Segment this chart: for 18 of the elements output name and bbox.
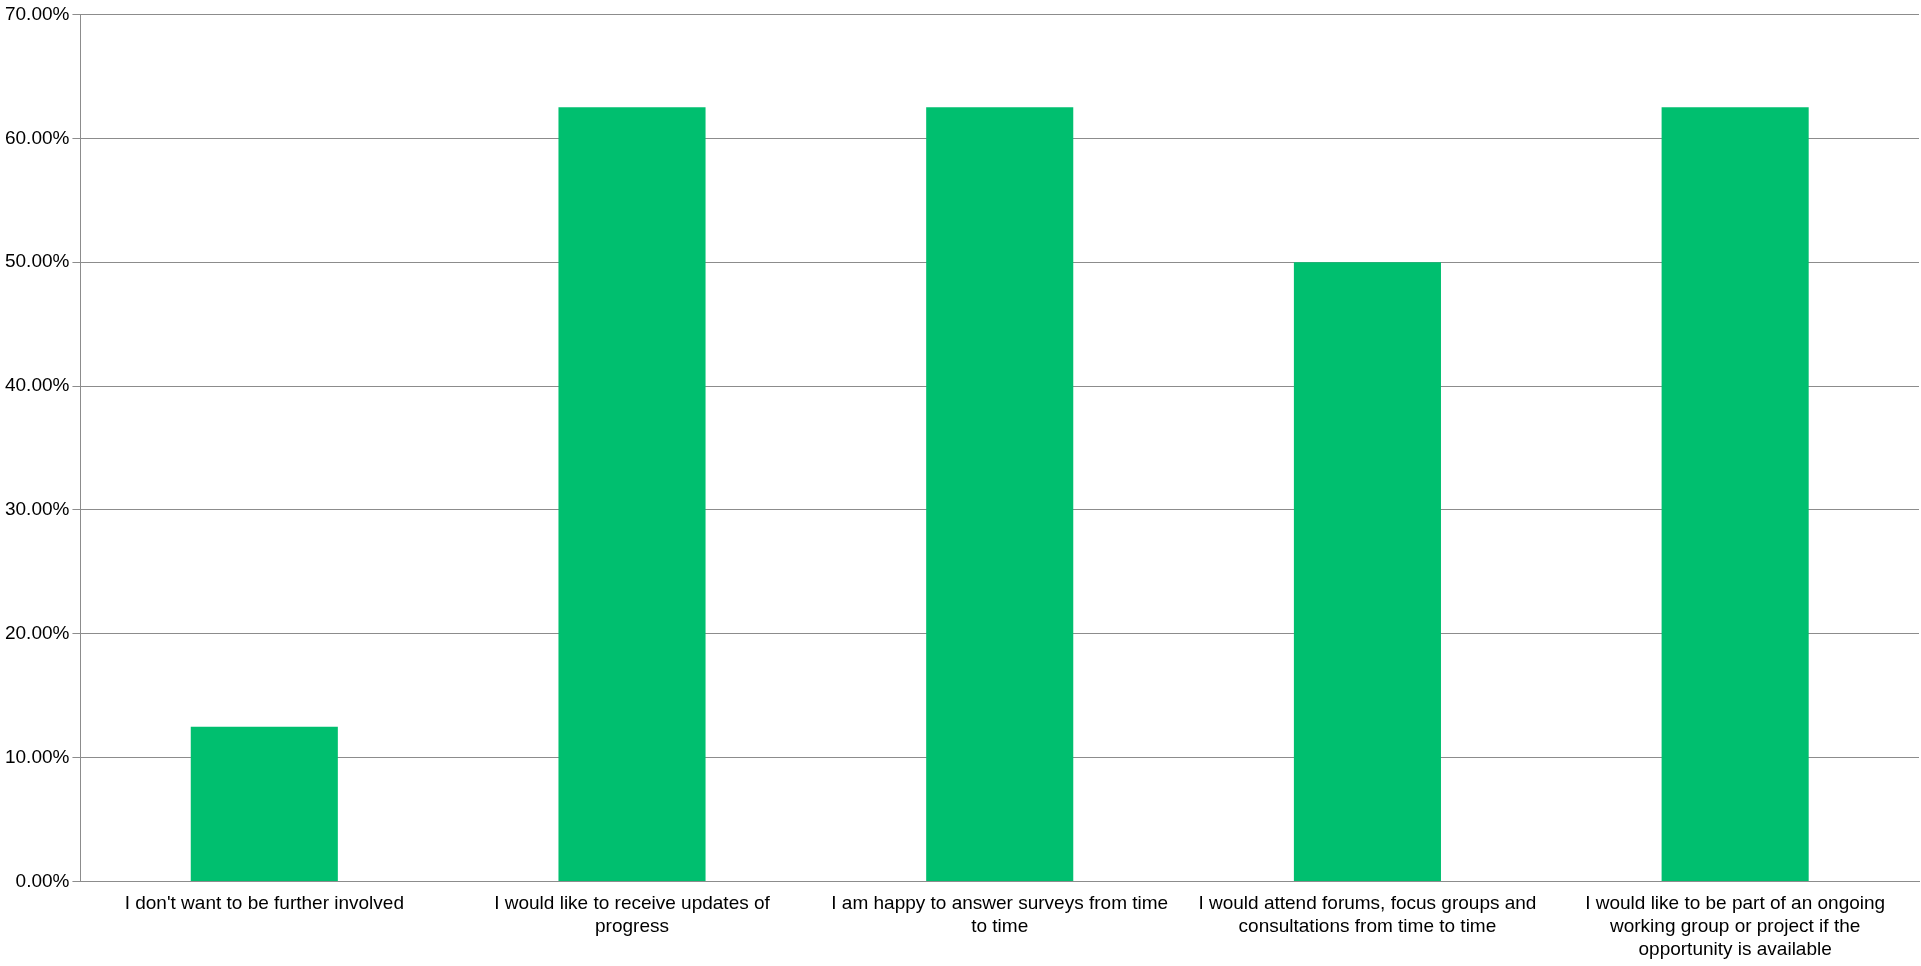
y-tick-label: 30.00% [4, 498, 70, 520]
bar [190, 726, 338, 882]
x-tick-label: I don't want to be further involved [124, 892, 404, 914]
x-tick-label: I am happy to answer surveys from time to time [831, 892, 1169, 937]
x-tick-label: I would like to be part of an ongoing working group or project if the opportunity is available [1585, 892, 1886, 959]
bar [926, 107, 1074, 882]
x-tick-label: I would like to receive updates of progress [494, 892, 771, 937]
bar [1293, 262, 1441, 882]
x-tick-label: I would attend forums, focus groups and consultations from time to time [1198, 892, 1537, 937]
y-tick-label: 40.00% [4, 374, 70, 396]
y-tick-label: 70.00% [4, 2, 70, 24]
y-tick-label: 10.00% [4, 745, 70, 767]
bar [1661, 107, 1809, 882]
bar [558, 107, 706, 882]
y-tick-label: 60.00% [4, 126, 70, 148]
y-tick-label: 0.00% [15, 869, 70, 891]
y-tick-label: 20.00% [4, 622, 70, 644]
y-tick-label: 50.00% [4, 250, 70, 272]
